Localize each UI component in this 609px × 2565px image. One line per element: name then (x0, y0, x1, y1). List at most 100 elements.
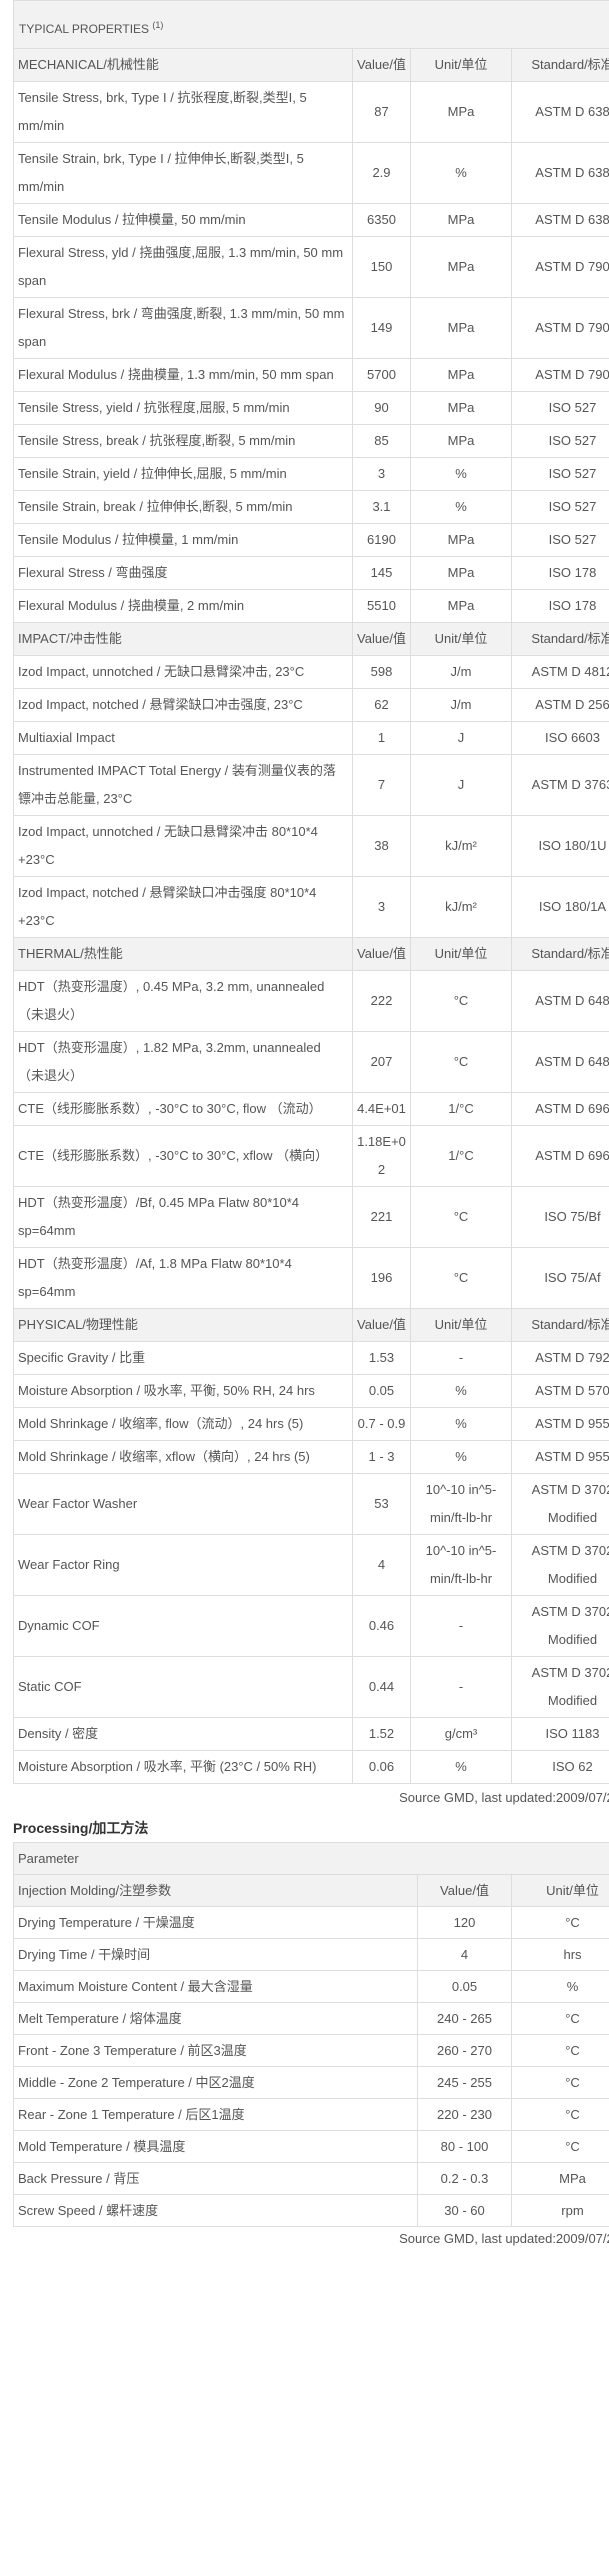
header-cell: Unit/单位 (410, 48, 512, 82)
cell: kJ/m² (410, 815, 512, 877)
cell: Instrumented IMPACT Total Energy / 装有测量仪… (13, 754, 353, 816)
cell: 5700 (352, 358, 411, 392)
cell: Tensile Strain, break / 拉伸伸长,断裂, 5 mm/mi… (13, 490, 353, 524)
header-cell: Injection Molding/注塑参数 (13, 1874, 418, 1907)
cell: ASTM D 3702 Modified (511, 1473, 609, 1535)
cell: 2.9 (352, 142, 411, 204)
cell: Melt Temperature / 熔体温度 (13, 2002, 418, 2035)
property-row: Tensile Stress, yield / 抗张程度,屈服, 5 mm/mi… (13, 391, 609, 425)
cell: Flexural Stress, yld / 挠曲强度,屈服, 1.3 mm/m… (13, 236, 353, 298)
property-row: HDT（热变形温度）, 0.45 MPa, 3.2 mm, unannealed… (13, 970, 609, 1032)
cell: ISO 75/Bf (511, 1186, 609, 1248)
properties-table: MECHANICAL/机械性能 Value/值 Unit/单位 Standard/标准… (13, 48, 609, 1784)
property-row: Tensile Modulus / 拉伸模量, 1 mm/min 6190 MPa I… (13, 523, 609, 557)
cell: 240 - 265 (417, 2002, 512, 2035)
cell: Front - Zone 3 Temperature / 前区3温度 (13, 2034, 418, 2067)
cell: 90 (352, 391, 411, 425)
header-cell: MECHANICAL/机械性能 (13, 48, 353, 82)
property-row: Izod Impact, notched / 悬臂梁缺口冲击强度, 23°C 62… (13, 688, 609, 722)
cell: ISO 180/1A (511, 876, 609, 938)
cell: 4 (417, 1938, 512, 1971)
cell: 0.7 - 0.9 (352, 1407, 411, 1441)
cell: Izod Impact, unnotched / 无缺口悬臂梁冲击 80*10*… (13, 815, 353, 877)
cell: Flexural Stress / 弯曲强度 (13, 556, 353, 590)
header-cell: Unit/单位 (511, 1874, 609, 1907)
cell: Flexural Modulus / 挠曲模量, 2 mm/min (13, 589, 353, 623)
cell: Screw Speed / 螺杆速度 (13, 2194, 418, 2227)
cell: 221 (352, 1186, 411, 1248)
cell: °C (511, 2098, 609, 2131)
cell: MPa (511, 2162, 609, 2195)
cell: 0.2 - 0.3 (417, 2162, 512, 2195)
processing-table: Parameter Injection Molding/注塑参数 Value/值 Un… (13, 1842, 609, 2227)
cell: % (410, 142, 512, 204)
cell: 3 (352, 457, 411, 491)
cell: % (511, 1970, 609, 2003)
cell: Tensile Strain, brk, Type I / 拉伸伸长,断裂,类型… (13, 142, 353, 204)
section-header-row: PHYSICAL/物理性能 Value/值 Unit/单位 Standard/标准 (13, 1308, 609, 1342)
cell: Tensile Stress, brk, Type I / 抗张程度,断裂,类型… (13, 81, 353, 143)
cell: % (410, 490, 512, 524)
property-row: Tensile Strain, break / 拉伸伸长,断裂, 5 mm/mi… (13, 490, 609, 524)
cell: Mold Shrinkage / 收缩率, xflow（横向）, 24 hrs … (13, 1440, 353, 1474)
cell: °C (511, 2002, 609, 2035)
cell: 1 (352, 721, 411, 755)
cell: ASTM D 256 (511, 688, 609, 722)
cell: ASTM D 790 (511, 297, 609, 359)
cell: 0.06 (352, 1750, 411, 1784)
cell: J (410, 721, 512, 755)
property-row: Izod Impact, unnotched / 无缺口悬臂梁冲击 80*10*… (13, 815, 609, 877)
cell: MPa (410, 523, 512, 557)
cell: - (410, 1341, 512, 1375)
cell: Drying Temperature / 干燥温度 (13, 1906, 418, 1939)
property-row: Izod Impact, notched / 悬臂梁缺口冲击强度 80*10*4… (13, 876, 609, 938)
property-row: Flexural Stress / 弯曲强度 145 MPa ISO 178 (13, 556, 609, 590)
property-row: Mold Shrinkage / 收缩率, xflow（横向）, 24 hrs … (13, 1440, 609, 1474)
property-row: Flexural Stress, brk / 弯曲强度,断裂, 1.3 mm/m… (13, 297, 609, 359)
cell: Static COF (13, 1656, 353, 1718)
cell: 4 (352, 1534, 411, 1596)
cell: Tensile Modulus / 拉伸模量, 1 mm/min (13, 523, 353, 557)
cell: Maximum Moisture Content / 最大含湿量 (13, 1970, 418, 2003)
cell: Moisture Absorption / 吸水率, 平衡, 50% RH, 2… (13, 1374, 353, 1408)
processing-row: Mold Temperature / 模具温度 80 - 100 °C (13, 2130, 609, 2163)
cell: ISO 527 (511, 391, 609, 425)
cell: MPa (410, 391, 512, 425)
parameter-row: Parameter (13, 1842, 609, 1875)
property-row: CTE（线形膨胀系数）, -30°C to 30°C, xflow （横向） 1.… (13, 1125, 609, 1187)
cell: 1 - 3 (352, 1440, 411, 1474)
header-cell: PHYSICAL/物理性能 (13, 1308, 353, 1342)
cell: 1.52 (352, 1717, 411, 1751)
property-row: Mold Shrinkage / 收缩率, flow（流动）, 24 hrs (… (13, 1407, 609, 1441)
processing-title: Processing/加工方法 (13, 1820, 149, 1836)
cell: 0.05 (417, 1970, 512, 2003)
cell: 6190 (352, 523, 411, 557)
cell: 10^-10 in^5-min/ft-lb-hr (410, 1473, 512, 1535)
cell: Rear - Zone 1 Temperature / 后区1温度 (13, 2098, 418, 2131)
cell: 30 - 60 (417, 2194, 512, 2227)
title-note: (1) (152, 20, 164, 30)
header-cell: Standard/标准 (511, 1308, 609, 1342)
cell: 220 - 230 (417, 2098, 512, 2131)
cell: Middle - Zone 2 Temperature / 中区2温度 (13, 2066, 418, 2099)
section-title: TYPICAL PROPERTIES (1) (13, 0, 609, 48)
processing-row: Screw Speed / 螺杆速度 30 - 60 rpm (13, 2194, 609, 2227)
title: TYPICAL PROPERTIES (19, 22, 150, 36)
cell: Wear Factor Ring (13, 1534, 353, 1596)
processing-row: Front - Zone 3 Temperature / 前区3温度 260 - … (13, 2034, 609, 2067)
cell: 3 (352, 876, 411, 938)
property-row: Tensile Modulus / 拉伸模量, 50 mm/min 6350 MPa… (13, 203, 609, 237)
property-row: Dynamic COF 0.46- ASTM D 3702 Modified (13, 1595, 609, 1657)
cell: MPa (410, 236, 512, 298)
cell: ASTM D 648 (511, 970, 609, 1032)
cell: MPa (410, 556, 512, 590)
property-row: Moisture Absorption / 吸水率, 平衡, 50% RH, 2… (13, 1374, 609, 1408)
cell: 0.46 (352, 1595, 411, 1657)
cell: g/cm³ (410, 1717, 512, 1751)
cell: Flexural Stress, brk / 弯曲强度,断裂, 1.3 mm/m… (13, 297, 353, 359)
cell: HDT（热变形温度）, 1.82 MPa, 3.2mm, unannealed … (13, 1031, 353, 1093)
cell: 0.44 (352, 1656, 411, 1718)
cell: HDT（热变形温度）/Bf, 0.45 MPa Flatw 80*10*4 sp… (13, 1186, 353, 1248)
property-row: Izod Impact, unnotched / 无缺口悬臂梁冲击, 23°C 5… (13, 655, 609, 689)
cell: Multiaxial Impact (13, 721, 353, 755)
